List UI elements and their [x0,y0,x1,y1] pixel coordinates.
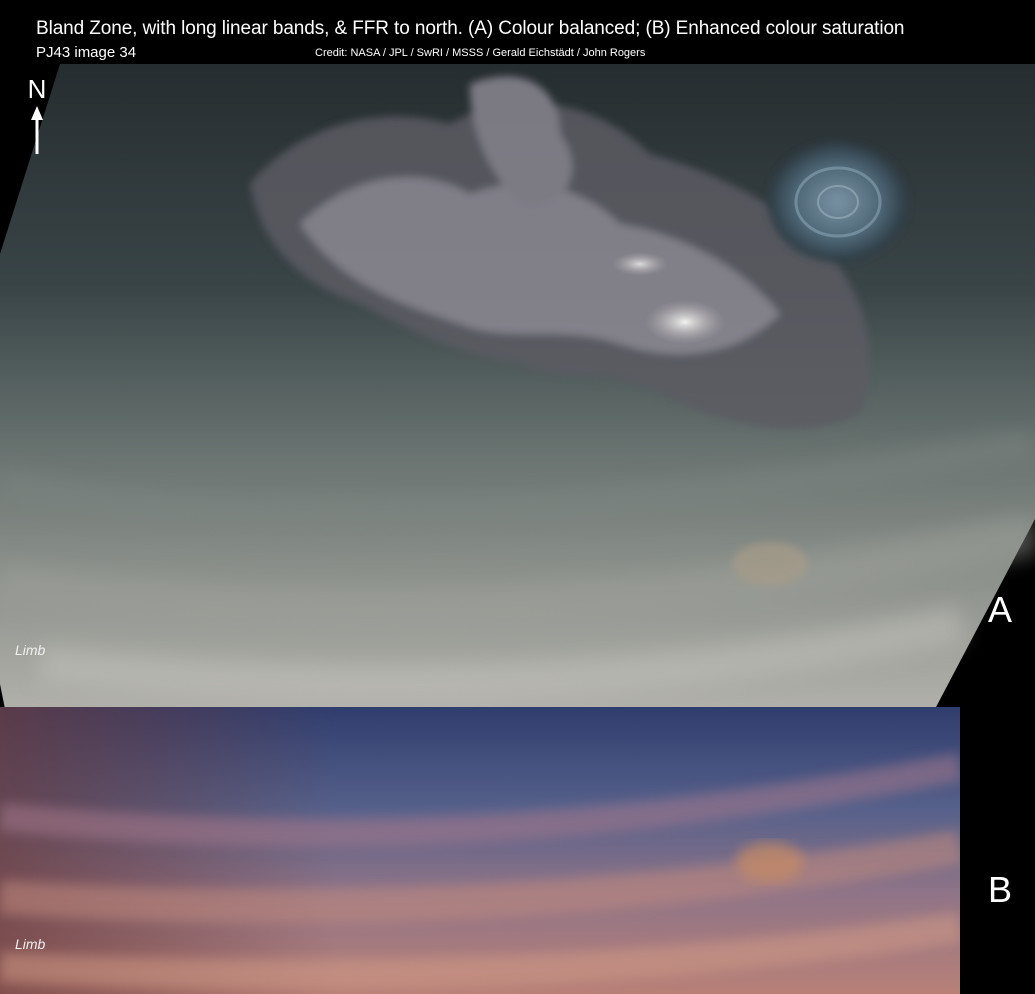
north-arrow-icon [31,106,43,154]
limb-label-a: Limb [15,642,46,658]
image-title: Bland Zone, with long linear bands, & FF… [36,18,905,39]
jupiter-panel-a-graphic [0,64,1035,709]
north-label: N [27,74,47,104]
panel-b-image [0,707,1035,994]
north-indicator: N [24,76,50,154]
jupiter-panel-b-graphic [0,707,1035,994]
bright-cloud-shape [645,300,725,344]
image-credit: Credit: NASA / JPL / SwRI / MSSS / Geral… [315,47,646,59]
panel-b-label: B [988,869,1013,910]
panel-a-image [0,64,1035,709]
image-subtitle: PJ43 image 34 [36,44,137,61]
panel-a-label: A [988,589,1013,630]
vortex-shape [768,142,908,262]
limb-label-b: Limb [15,936,46,952]
